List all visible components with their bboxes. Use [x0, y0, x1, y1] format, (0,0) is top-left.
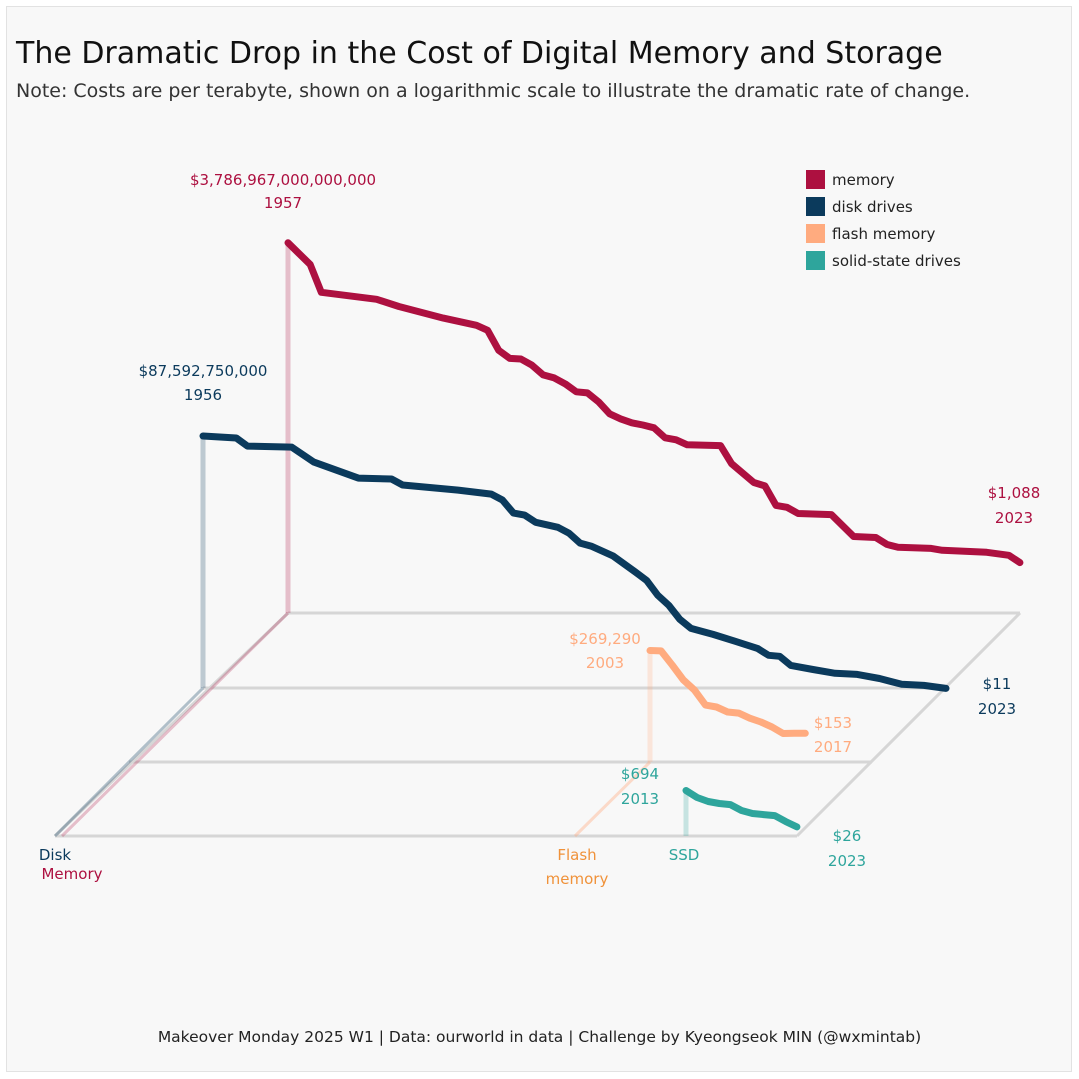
start-value-label: $3,786,967,000,000,000: [190, 171, 376, 189]
legend-swatch-3: [806, 251, 825, 270]
end-value-label: $153: [814, 714, 852, 732]
series-line-disk-drives: [199, 432, 950, 692]
plane-label: SSD: [669, 846, 700, 864]
flash-anchor-diagonal: [573, 760, 652, 838]
plane-left-edge: [53, 611, 290, 838]
legend-label: solid-state drives: [832, 252, 961, 270]
start-year-label: 2003: [586, 654, 624, 672]
end-year-label: 2017: [814, 738, 852, 756]
start-year-label: 2013: [621, 790, 659, 808]
plane-label: Memory: [41, 865, 102, 883]
plane-label: Flash: [557, 846, 596, 864]
series-line-flash-memory: [646, 647, 809, 737]
legend-swatch-1: [806, 197, 825, 216]
legend-swatch-0: [806, 170, 825, 189]
end-year-label: 2023: [828, 852, 866, 870]
legend-label: flash memory: [832, 225, 936, 243]
start-value-label: $87,592,750,000: [139, 362, 268, 380]
end-value-label: $26: [833, 827, 862, 845]
start-value-label: $269,290: [569, 630, 641, 648]
chart-footer: Makeover Monday 2025 W1 | Data: ourworld…: [157, 1028, 922, 1046]
plane-right-edge: [795, 611, 1022, 838]
legend-label: memory: [832, 171, 895, 189]
end-year-label: 2023: [995, 509, 1033, 527]
chart-title: The Dramatic Drop in the Cost of Digital…: [16, 36, 943, 71]
legend-swatch-2: [806, 224, 825, 243]
end-year-label: 2023: [978, 700, 1016, 718]
plane-label: memory: [546, 870, 609, 888]
plane-label: Disk: [39, 846, 72, 864]
start-year-label: 1956: [184, 386, 222, 404]
chart-frame: [6, 6, 1072, 1072]
end-value-label: $1,088: [988, 484, 1041, 502]
disk-anchor-diagonal: [53, 686, 205, 838]
start-value-label: $694: [621, 765, 659, 783]
series-line-solid-state-drives: [682, 787, 801, 831]
end-value-label: $11: [983, 675, 1012, 693]
legend-label: disk drives: [832, 198, 913, 216]
memory-anchor-diagonal: [60, 611, 290, 838]
start-year-label: 1957: [264, 194, 302, 212]
chart-subtitle: Note: Costs are per terabyte, shown on a…: [16, 80, 971, 102]
series-line-memory: [284, 239, 1024, 567]
